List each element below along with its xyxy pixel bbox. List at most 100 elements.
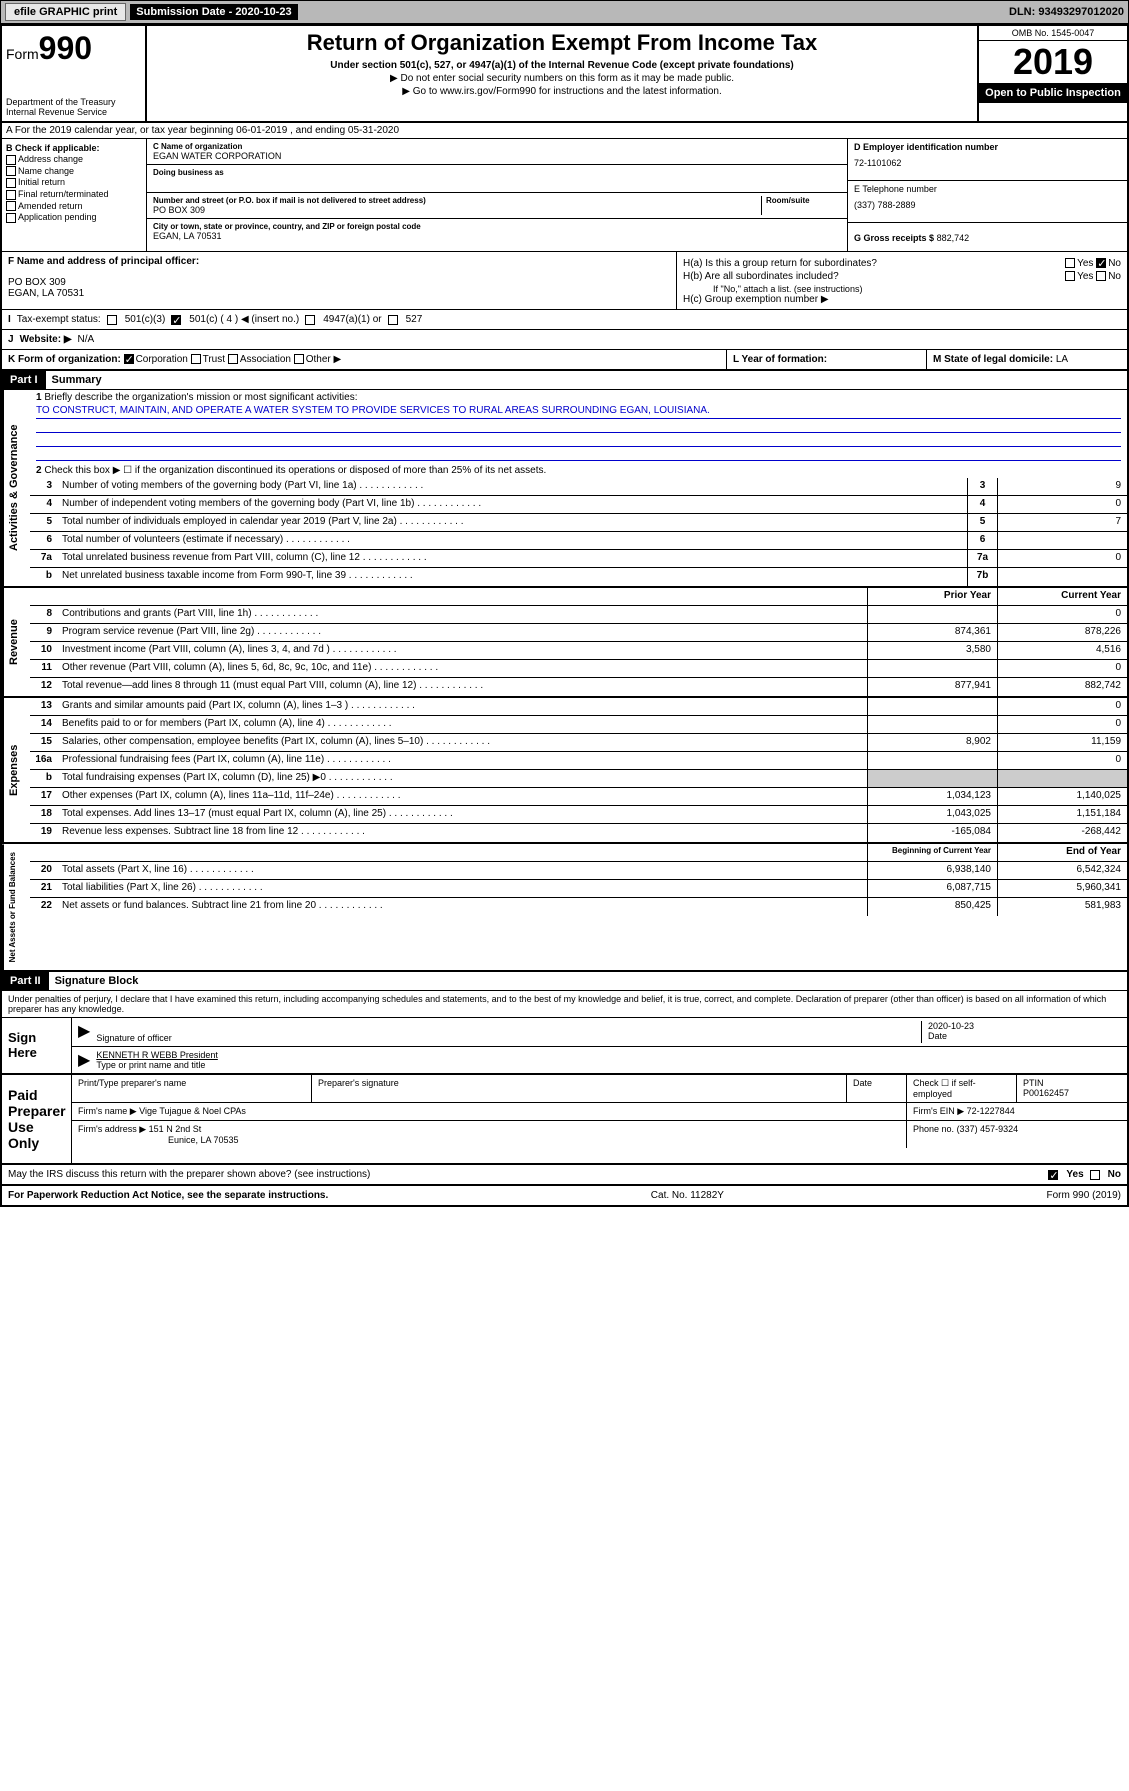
sign-here-section: Sign Here ▶ Signature of officer 2020-10… [2, 1018, 1127, 1075]
line-10: 10Investment income (Part VIII, column (… [30, 642, 1127, 660]
firm-phone: (337) 457-9324 [957, 1124, 1019, 1134]
form-ref: Form 990 (2019) [1047, 1190, 1121, 1201]
form-number: 990 [39, 30, 92, 66]
firm-phone-label: Phone no. [913, 1124, 954, 1134]
name-title-label: Type or print name and title [96, 1060, 205, 1070]
form-title: Return of Organization Exempt From Incom… [151, 30, 973, 56]
officer-addr2: EGAN, LA 70531 [8, 288, 670, 299]
line-13: 13Grants and similar amounts paid (Part … [30, 698, 1127, 716]
part1-title: Summary [46, 371, 108, 389]
line2-label: Check this box ▶ ☐ if the organization d… [44, 465, 546, 476]
tab-netassets: Net Assets or Fund Balances [2, 844, 30, 970]
line-20: 20Total assets (Part X, line 16)6,938,14… [30, 862, 1127, 880]
org-name: EGAN WATER CORPORATION [153, 151, 841, 161]
line-21: 21Total liabilities (Part X, line 26)6,0… [30, 880, 1127, 898]
discuss-label: May the IRS discuss this return with the… [8, 1169, 1042, 1180]
omb-number: OMB No. 1545-0047 [979, 26, 1127, 41]
perjury-declaration: Under penalties of perjury, I declare th… [2, 991, 1127, 1018]
prep-name-label: Print/Type preparer's name [72, 1075, 312, 1102]
paid-preparer-label: Paid Preparer Use Only [2, 1075, 72, 1163]
line-22: 22Net assets or fund balances. Subtract … [30, 898, 1127, 916]
dept-label: Department of the Treasury [6, 97, 141, 107]
part2-header: Part II Signature Block [2, 972, 1127, 991]
line-b: bTotal fundraising expenses (Part IX, co… [30, 770, 1127, 788]
ssn-note: ▶ Do not enter social security numbers o… [151, 73, 973, 84]
addr-label: Number and street (or P.O. box if mail i… [153, 196, 761, 205]
end-year-hdr: End of Year [997, 844, 1127, 861]
line-19: 19Revenue less expenses. Subtract line 1… [30, 824, 1127, 842]
cb-application[interactable]: Application pending [6, 212, 142, 223]
line-8: 8Contributions and grants (Part VIII, li… [30, 606, 1127, 624]
line-3: 3Number of voting members of the governi… [30, 478, 1127, 496]
firm-ein: 72-1227844 [967, 1106, 1015, 1116]
cb-final-return[interactable]: Final return/terminated [6, 189, 142, 200]
m-label: M State of legal domicile: [933, 354, 1053, 365]
hb-note: If "No," attach a list. (see instruction… [683, 284, 1121, 294]
cb-name-change[interactable]: Name change [6, 166, 142, 177]
row-k-org-form: K Form of organization: Corporation Trus… [2, 350, 1127, 371]
ein-label: D Employer identification number [854, 142, 1121, 152]
begin-year-hdr: Beginning of Current Year [867, 844, 997, 861]
ptin-label: PTIN [1023, 1078, 1044, 1088]
box-f-officer: F Name and address of principal officer:… [2, 252, 677, 309]
officer-addr1: PO BOX 309 [8, 277, 670, 288]
phone-value: (337) 788-2889 [854, 200, 1121, 210]
part2-title: Signature Block [49, 972, 145, 990]
box-b-label: B Check if applicable: [6, 143, 142, 153]
l-label: L Year of formation: [733, 354, 827, 365]
line-6: 6Total number of volunteers (estimate if… [30, 532, 1127, 550]
firm-name: Vige Tujague & Noel CPAs [139, 1106, 246, 1116]
org-address: PO BOX 309 [153, 205, 761, 215]
cb-initial-return[interactable]: Initial return [6, 177, 142, 188]
cb-amended[interactable]: Amended return [6, 201, 142, 212]
sign-here-label: Sign Here [2, 1018, 72, 1073]
top-toolbar: efile GRAPHIC print Submission Date - 20… [0, 0, 1129, 24]
submission-date: Submission Date - 2020-10-23 [130, 4, 297, 20]
website-note: ▶ Go to www.irs.gov/Form990 for instruct… [151, 86, 973, 97]
box-d-ein: D Employer identification number 72-1101… [847, 139, 1127, 251]
row-i-tax-status: ITax-exempt status: 501(c)(3) 501(c) ( 4… [2, 310, 1127, 330]
current-year-hdr: Current Year [997, 588, 1127, 605]
tax-year: 2019 [979, 41, 1127, 83]
tab-revenue: Revenue [2, 588, 30, 696]
line-17: 17Other expenses (Part IX, column (A), l… [30, 788, 1127, 806]
dba-label: Doing business as [153, 168, 841, 177]
phone-label: E Telephone number [854, 184, 1121, 194]
k-label: K Form of organization: [8, 354, 121, 365]
row-j-website: JWebsite: ▶ N/A [2, 330, 1127, 350]
inspection-label: Open to Public Inspection [979, 83, 1127, 103]
irs-label: Internal Revenue Service [6, 107, 141, 117]
section-bcd: B Check if applicable: Address change Na… [2, 139, 1127, 252]
row-a-tax-year: A For the 2019 calendar year, or tax yea… [2, 123, 1127, 139]
cat-number: Cat. No. 11282Y [651, 1190, 724, 1201]
box-b-checkboxes: B Check if applicable: Address change Na… [2, 139, 147, 251]
part1-badge: Part I [2, 371, 46, 389]
officer-label: F Name and address of principal officer: [8, 256, 670, 267]
line-12: 12Total revenue—add lines 8 through 11 (… [30, 678, 1127, 696]
form-990: Form990 Department of the Treasury Inter… [0, 24, 1129, 1207]
part1-revenue: Revenue Prior YearCurrent Year 8Contribu… [2, 588, 1127, 698]
line-15: 15Salaries, other compensation, employee… [30, 734, 1127, 752]
firm-addr1: 151 N 2nd St [149, 1124, 202, 1134]
efile-button[interactable]: efile GRAPHIC print [5, 3, 126, 21]
form-header: Form990 Department of the Treasury Inter… [2, 26, 1127, 123]
self-employed-check[interactable]: Check ☐ if self-employed [907, 1075, 1017, 1102]
pra-notice: For Paperwork Reduction Act Notice, see … [8, 1190, 328, 1201]
date-label: Date [928, 1031, 947, 1041]
tax-status-label: Tax-exempt status: [17, 314, 101, 325]
gross-label: G Gross receipts $ [854, 233, 934, 243]
part2-badge: Part II [2, 972, 49, 990]
cb-address-change[interactable]: Address change [6, 154, 142, 165]
officer-name: KENNETH R WEBB President [96, 1050, 218, 1060]
form-label: Form [6, 46, 39, 62]
org-city: EGAN, LA 70531 [153, 231, 841, 241]
firm-name-label: Firm's name ▶ [78, 1106, 137, 1116]
tab-governance: Activities & Governance [2, 390, 30, 586]
prep-sig-label: Preparer's signature [312, 1075, 847, 1102]
prep-date-label: Date [847, 1075, 907, 1102]
line-4: 4Number of independent voting members of… [30, 496, 1127, 514]
line-9: 9Program service revenue (Part VIII, lin… [30, 624, 1127, 642]
ptin-value: P00162457 [1023, 1088, 1069, 1098]
room-label: Room/suite [766, 196, 841, 205]
hc-label: H(c) Group exemption number ▶ [683, 294, 1121, 305]
